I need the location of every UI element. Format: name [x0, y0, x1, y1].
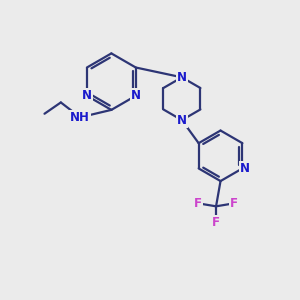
Text: N: N	[240, 162, 250, 175]
Text: N: N	[131, 89, 141, 102]
Text: N: N	[82, 89, 92, 102]
Text: F: F	[194, 197, 202, 210]
Text: NH: NH	[70, 111, 90, 124]
Text: N: N	[177, 71, 187, 84]
Text: F: F	[230, 197, 238, 210]
Text: N: N	[177, 114, 187, 127]
Text: F: F	[212, 216, 220, 229]
